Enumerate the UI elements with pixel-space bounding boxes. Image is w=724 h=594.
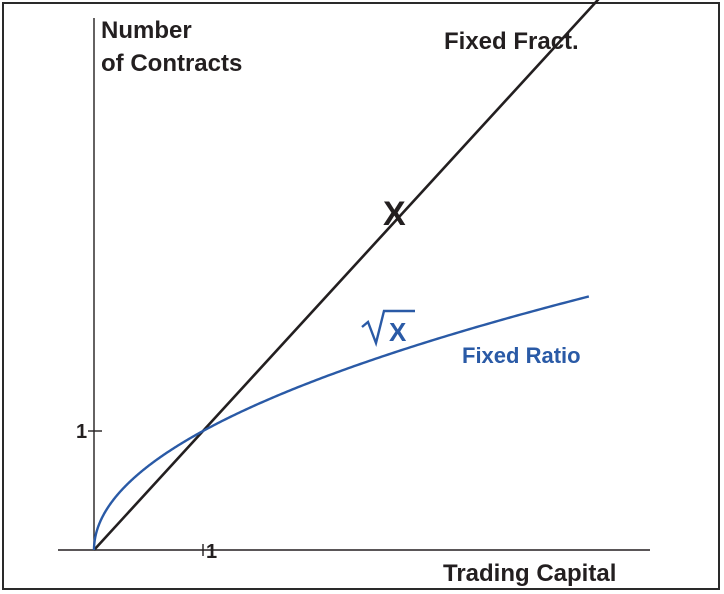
formula-label-sqrt-x: X xyxy=(361,309,415,347)
y-tick-label: 1 xyxy=(76,421,87,443)
y-axis-label-line2: of Contracts xyxy=(101,50,242,77)
radical-x: X xyxy=(389,317,407,347)
formula-label-x: X xyxy=(383,195,406,233)
legend-label-fixed-ratio: Fixed Ratio xyxy=(462,343,581,368)
x-tick-label: 1 xyxy=(206,541,217,563)
x-axis-label: Trading Capital xyxy=(443,560,616,587)
series-line-fixed-fract xyxy=(93,0,600,551)
y-axis-label-line1: Number xyxy=(101,17,192,44)
legend-label-fixed-fract: Fixed Fract. xyxy=(444,28,579,55)
radical-sign xyxy=(361,309,415,347)
series-line-fixed-ratio xyxy=(92,295,590,551)
